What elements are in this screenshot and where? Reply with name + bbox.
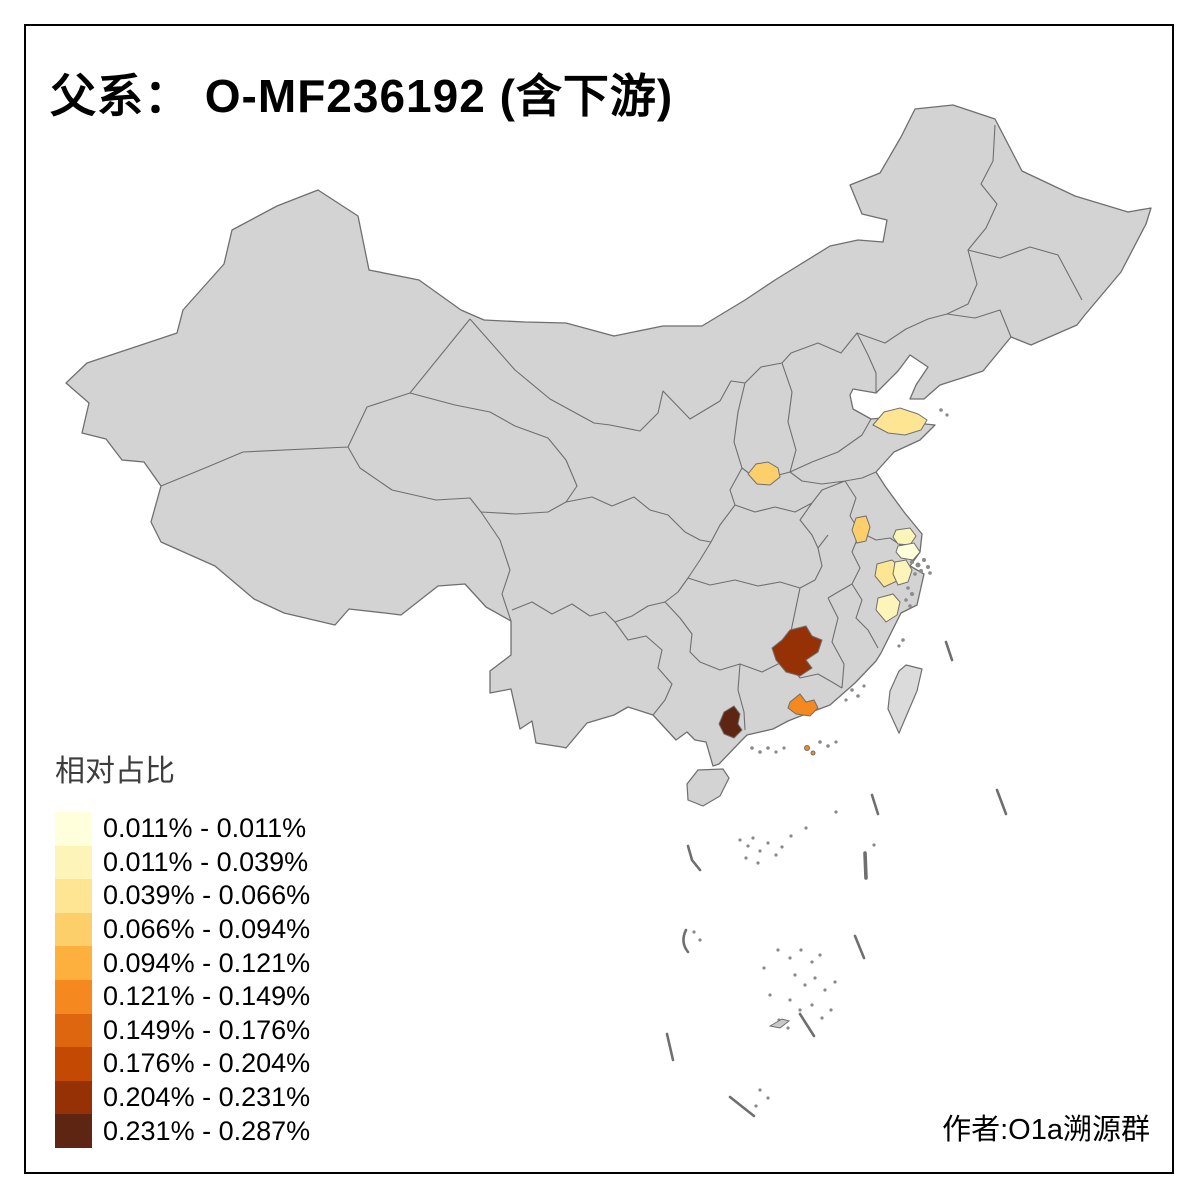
attribution: 作者:O1a溯源群	[942, 1114, 1150, 1146]
region-taizhou-zhejiang	[875, 593, 901, 623]
region-weifang-shandong	[872, 407, 928, 436]
legend-swatch	[55, 879, 92, 913]
legend-swatch	[55, 1080, 92, 1115]
legend-label: 0.039% - 0.066%	[103, 880, 311, 911]
legend-swatch	[55, 1013, 92, 1048]
legend: 相对占比 0.011% - 0.011% 0.011% - 0.039% 0.0…	[55, 746, 310, 1148]
legend-label: 0.176% - 0.204%	[103, 1048, 311, 1079]
region-shanghai	[895, 542, 921, 561]
region-zhengzhou-henan	[747, 461, 781, 486]
mainland-outline	[65, 104, 1152, 767]
legend-swatch	[55, 845, 92, 880]
legend-label: 0.121% - 0.149%	[103, 981, 311, 1012]
legend-row: 0.066% - 0.094%	[55, 912, 311, 947]
legend-swatch	[55, 812, 92, 846]
legend-label: 0.011% - 0.039%	[103, 846, 309, 877]
legend-label: 0.094% - 0.121%	[103, 947, 311, 978]
legend-row: 0.121% - 0.149%	[55, 979, 311, 1014]
legend-row: 0.039% - 0.066%	[55, 879, 310, 913]
hainan-island	[686, 768, 730, 807]
legend-rows: 0.011% - 0.011% 0.011% - 0.039% 0.039% -…	[55, 812, 310, 1148]
coastal-islands	[750, 408, 949, 754]
region-yangjiang-guangdong	[718, 705, 743, 739]
legend-row: 0.011% - 0.039%	[55, 845, 310, 880]
legend-label: 0.149% - 0.176%	[103, 1014, 311, 1045]
legend-label: 0.066% - 0.094%	[103, 914, 311, 945]
taiwan-island	[887, 664, 923, 735]
legend-row: 0.231% - 0.287%	[55, 1114, 310, 1148]
legend-swatch	[55, 946, 92, 980]
region-chaoshan-guangdong	[787, 693, 819, 717]
legend-swatch	[55, 1047, 92, 1081]
highlighted-regions	[718, 407, 928, 756]
page-title: 父系： O-MF236192 (含下游)	[50, 70, 674, 122]
legend-swatch	[55, 979, 92, 1014]
region-shaoxing-zhejiang	[892, 559, 913, 586]
region-ganzhou-jiangxi	[771, 625, 823, 677]
legend-swatch	[55, 1114, 92, 1148]
legend-row: 0.149% - 0.176%	[55, 1013, 311, 1048]
region-changzhou-jiangsu	[851, 515, 871, 544]
legend-row: 0.204% - 0.231%	[55, 1080, 311, 1115]
south-china-sea-islands	[692, 810, 876, 1108]
large-reef-island	[768, 1018, 791, 1029]
legend-swatch	[55, 912, 92, 947]
legend-label: 0.011% - 0.011%	[103, 813, 307, 844]
nine-dash-line	[665, 640, 1008, 1118]
region-chaoshan-islet-1	[804, 745, 810, 751]
legend-label: 0.204% - 0.231%	[103, 1082, 311, 1113]
legend-row: 0.176% - 0.204%	[55, 1047, 310, 1081]
region-chaoshan-islet-2	[810, 750, 816, 756]
legend-label: 0.231% - 0.287%	[103, 1115, 311, 1146]
legend-title: 相对占比	[55, 755, 175, 788]
legend-row: 0.094% - 0.121%	[55, 946, 310, 980]
legend-row: 0.011% - 0.011%	[55, 812, 310, 846]
